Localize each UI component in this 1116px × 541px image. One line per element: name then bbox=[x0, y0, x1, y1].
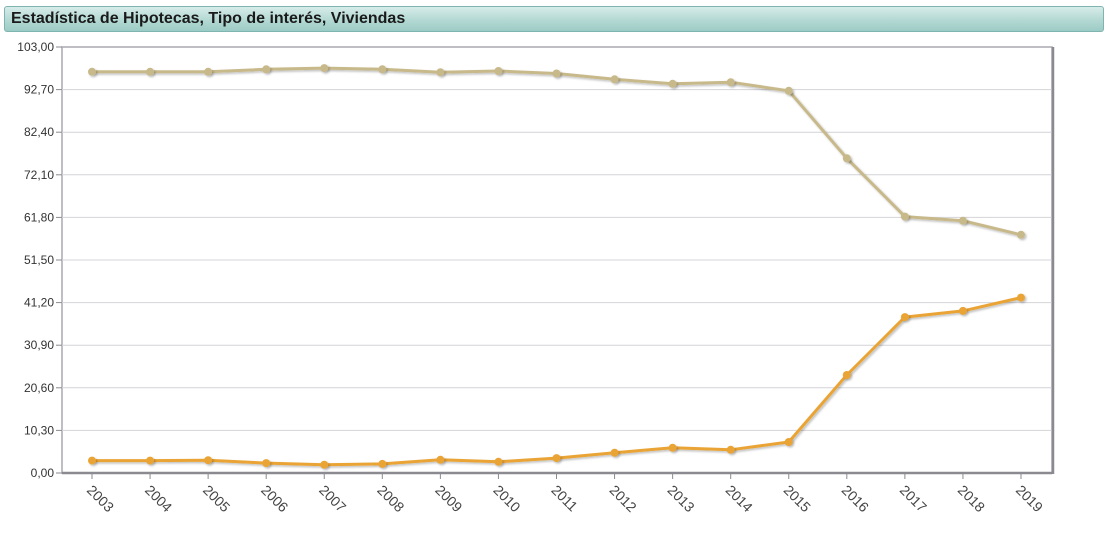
x-tick-label: 2010 bbox=[490, 482, 523, 515]
x-tick-label: 2009 bbox=[432, 482, 465, 515]
x-tick-label: 2018 bbox=[955, 482, 988, 515]
y-tick-label: 0,00 bbox=[31, 466, 55, 480]
y-tick-label: 103,00 bbox=[17, 40, 54, 54]
data-point-series-1[interactable] bbox=[726, 78, 735, 87]
data-point-series-1[interactable] bbox=[88, 67, 96, 76]
x-tick-label: 2013 bbox=[665, 482, 698, 515]
x-tick-label: 2012 bbox=[606, 482, 639, 515]
data-point-series-1[interactable] bbox=[842, 154, 851, 163]
data-point-series-2[interactable] bbox=[842, 371, 851, 379]
x-tick-label: 2008 bbox=[374, 482, 407, 515]
data-point-series-1[interactable] bbox=[204, 67, 213, 76]
data-point-series-1[interactable] bbox=[958, 216, 967, 225]
data-point-series-1[interactable] bbox=[494, 67, 503, 75]
y-tick-label: 92,70 bbox=[24, 83, 54, 97]
data-point-series-2[interactable] bbox=[610, 448, 619, 457]
y-tick-label: 30,90 bbox=[24, 338, 54, 352]
y-tick-label: 82,40 bbox=[24, 125, 54, 139]
data-point-series-1[interactable] bbox=[610, 75, 619, 84]
x-tick-label: 2011 bbox=[548, 482, 581, 515]
data-point-series-2[interactable] bbox=[436, 455, 445, 464]
data-point-series-2[interactable] bbox=[262, 459, 271, 468]
x-tick-label: 2004 bbox=[142, 482, 175, 515]
y-tick-label: 10,30 bbox=[24, 423, 54, 437]
series-group bbox=[88, 64, 1025, 469]
data-point-series-2[interactable] bbox=[88, 456, 96, 465]
x-tick-label: 2019 bbox=[1013, 482, 1046, 515]
x-tick-label: 2015 bbox=[781, 482, 814, 515]
data-point-series-2[interactable] bbox=[1017, 293, 1025, 302]
y-axis: 0,00 10,30 20,60 30,90 41,20 51,50 61,80 72,10 8… bbox=[17, 40, 62, 480]
data-point-series-2[interactable] bbox=[668, 443, 677, 452]
data-point-series-2[interactable] bbox=[494, 457, 503, 466]
x-tick-label: 2003 bbox=[84, 482, 117, 515]
x-tick-label: 2007 bbox=[316, 482, 349, 515]
data-point-series-2[interactable] bbox=[146, 456, 155, 465]
x-tick-label: 2005 bbox=[200, 482, 233, 515]
y-tick-label: 41,20 bbox=[24, 296, 54, 310]
y-tick-label: 61,80 bbox=[24, 210, 54, 224]
chart-title: Estadística de Hipotecas, Tipo de interé… bbox=[11, 10, 406, 27]
data-point-series-2[interactable] bbox=[958, 306, 967, 315]
data-point-series-1[interactable] bbox=[320, 64, 329, 73]
data-point-series-1[interactable] bbox=[784, 86, 793, 95]
data-point-series-1[interactable] bbox=[262, 65, 271, 74]
data-point-series-2[interactable] bbox=[552, 454, 561, 463]
chart-title-bar: Estadística de Hipotecas, Tipo de interé… bbox=[4, 6, 1104, 32]
x-tick-label: 2006 bbox=[258, 482, 291, 515]
x-axis: 2003 2004 2005 2006 2007 2008 2009 2010 2011 2012… bbox=[84, 473, 1046, 515]
y-tick-label: 72,10 bbox=[24, 168, 54, 182]
data-point-series-1[interactable] bbox=[1017, 230, 1025, 239]
x-tick-label: 2017 bbox=[897, 482, 930, 515]
y-tick-label: 20,60 bbox=[24, 381, 54, 395]
data-point-series-1[interactable] bbox=[378, 65, 387, 74]
data-point-series-1[interactable] bbox=[146, 67, 155, 76]
data-point-series-2[interactable] bbox=[726, 445, 735, 454]
data-point-series-2[interactable] bbox=[204, 456, 213, 465]
y-tick-label: 51,50 bbox=[24, 253, 54, 267]
data-point-series-2[interactable] bbox=[320, 460, 329, 469]
data-point-series-2[interactable] bbox=[378, 459, 387, 468]
data-point-series-1[interactable] bbox=[436, 68, 445, 77]
data-point-series-1[interactable] bbox=[668, 79, 677, 88]
data-point-series-2[interactable] bbox=[784, 438, 793, 446]
data-point-series-2[interactable] bbox=[900, 313, 909, 322]
data-point-series-1[interactable] bbox=[900, 212, 909, 221]
data-point-series-1[interactable] bbox=[552, 69, 561, 78]
x-tick-label: 2014 bbox=[723, 482, 756, 515]
x-tick-label: 2016 bbox=[839, 482, 872, 515]
gridlines bbox=[62, 89, 1052, 431]
